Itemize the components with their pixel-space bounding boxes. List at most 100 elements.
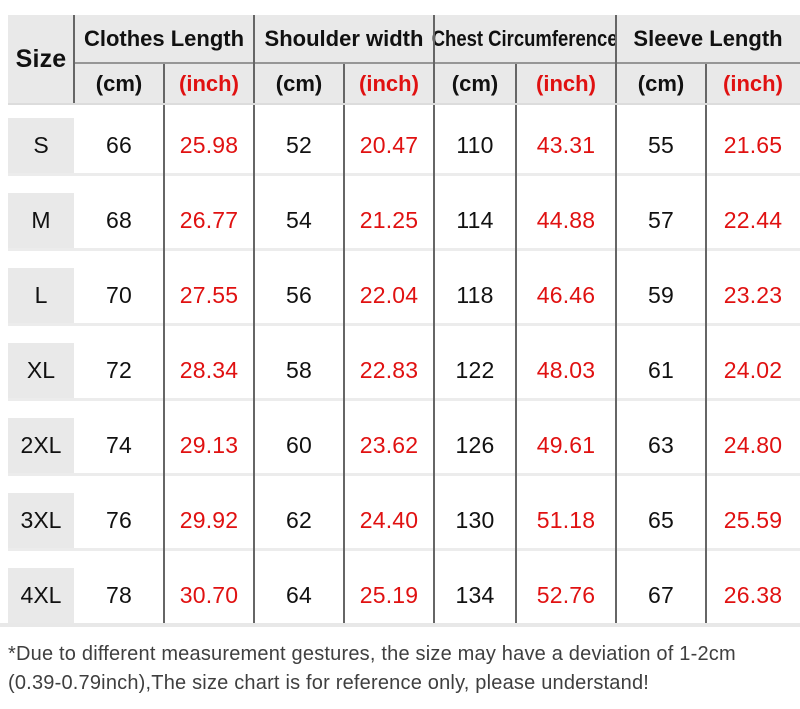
- measurement-cell: 54: [286, 207, 312, 233]
- unit-row: (cm) (inch) (cm) (inch) (cm) (inch) (cm)…: [74, 64, 800, 103]
- column-group-clothes-length: Clothes Length: [83, 25, 245, 51]
- size-label-cell: 4XL: [8, 568, 74, 623]
- size-label-cell: M: [8, 193, 74, 248]
- size-row-l: L 70 27.55 56 22.04 118 46.46 59 23.23: [8, 268, 800, 326]
- measurement-cell: 51.18: [536, 507, 596, 533]
- size-label-cell: L: [8, 268, 74, 323]
- size-label-cell: 3XL: [8, 493, 74, 548]
- size-row-s: S 66 25.98 52 20.47 110 43.31 55 21.65: [8, 118, 800, 176]
- measurement-cell: 55: [648, 132, 674, 158]
- measurement-cell: 26.77: [179, 207, 239, 233]
- unit-inch-cell: (inch): [723, 70, 783, 96]
- measurement-cell: 44.88: [536, 207, 596, 233]
- measurement-cell: 58: [286, 357, 312, 383]
- measurement-cell: 59: [648, 282, 674, 308]
- grid-vline-size: [73, 15, 75, 103]
- measurement-cell: 110: [456, 132, 494, 158]
- measurement-cell: 70: [106, 282, 132, 308]
- measurement-cell: 22.04: [359, 282, 419, 308]
- measurement-cell: 25.59: [723, 507, 783, 533]
- size-label-cell: XL: [8, 343, 74, 398]
- measurement-cell: 56: [286, 282, 312, 308]
- measurement-cell: 60: [286, 432, 312, 458]
- measurement-cell: 28.34: [179, 357, 239, 383]
- size-corner-header: Size: [15, 44, 67, 73]
- measurement-cell: 21.65: [723, 132, 783, 158]
- measurement-cell: 22.44: [723, 207, 783, 233]
- unit-inch-cell: (inch): [359, 70, 419, 96]
- measurement-cell: 24.40: [359, 507, 419, 533]
- unit-inch-cell: (inch): [179, 70, 239, 96]
- measurement-cell: 24.80: [723, 432, 783, 458]
- measurement-cell: 30.70: [179, 582, 239, 608]
- measurement-cell: 74: [106, 432, 132, 458]
- measurement-cell: 24.02: [723, 357, 783, 383]
- measurement-cell: 46.46: [536, 282, 596, 308]
- measurement-cell: 26.38: [723, 582, 783, 608]
- measurement-cell: 20.47: [359, 132, 419, 158]
- grid-vline-group3: [615, 15, 617, 626]
- measurement-cell: 29.13: [179, 432, 239, 458]
- measurement-cell: 118: [456, 282, 494, 308]
- measurement-cell: 64: [286, 582, 312, 608]
- footnote-line: *Due to different measurement gestures, …: [8, 643, 736, 665]
- measurement-cell: 76: [106, 507, 132, 533]
- measurement-cell: 43.31: [536, 132, 596, 158]
- column-group-chest-circumference: Chest Circumference: [432, 15, 618, 62]
- grid-vline-group1: [253, 15, 255, 626]
- grid-vline-unit4: [705, 64, 707, 626]
- header-bottom-divider: [8, 103, 800, 105]
- measurement-cell: 63: [648, 432, 674, 458]
- unit-inch-cell: (inch): [536, 70, 596, 96]
- measurement-cell: 25.19: [359, 582, 419, 608]
- measurement-cell: 126: [455, 432, 495, 458]
- measurement-cell: 21.25: [359, 207, 419, 233]
- table-header: Size Clothes Length Shoulder width Chest…: [8, 15, 800, 103]
- header-columns: Clothes Length Shoulder width Chest Circ…: [74, 15, 800, 103]
- measurement-cell: 65: [648, 507, 674, 533]
- measurement-cell: 23.62: [359, 432, 419, 458]
- measurement-cell: 49.61: [536, 432, 596, 458]
- measurement-cell: 27.55: [179, 282, 239, 308]
- footnote: *Due to different measurement gestures, …: [8, 640, 796, 698]
- measurement-cell: 130: [455, 507, 495, 533]
- measurement-cell: 57: [648, 207, 674, 233]
- measurement-cell: 62: [286, 507, 312, 533]
- unit-cm-cell: (cm): [275, 70, 323, 96]
- measurement-cell: 29.92: [179, 507, 239, 533]
- grid-vline-unit1: [163, 64, 165, 626]
- size-row-4xl: 4XL 78 30.70 64 25.19 134 52.76 67 26.38: [8, 568, 800, 626]
- column-group-chest-circumference-label: Chest Circumference: [432, 25, 618, 51]
- grid-vline-unit2: [343, 64, 345, 626]
- measurement-cell: 48.03: [536, 357, 596, 383]
- column-group-sleeve-length: Sleeve Length: [633, 25, 783, 51]
- measurement-cell: 78: [106, 582, 132, 608]
- size-row-xl: XL 72 28.34 58 22.83 122 48.03 61 24.02: [8, 343, 800, 401]
- column-group-shoulder-width: Shoulder width: [264, 25, 424, 51]
- table-bottom-divider: [0, 623, 800, 627]
- size-row-3xl: 3XL 76 29.92 62 24.40 130 51.18 65 25.59: [8, 493, 800, 551]
- measurement-cell: 52.76: [536, 582, 596, 608]
- measurement-cell: 23.23: [723, 282, 783, 308]
- size-label-cell: S: [8, 118, 74, 173]
- measurement-cell: 114: [456, 207, 494, 233]
- size-label-cell: 2XL: [8, 418, 74, 473]
- measurement-cell: 72: [106, 357, 132, 383]
- measurement-cell: 61: [648, 357, 674, 383]
- measurement-cell: 134: [455, 582, 495, 608]
- unit-cm-cell: (cm): [95, 70, 143, 96]
- grid-vline-unit3: [515, 64, 517, 626]
- unit-cm-cell: (cm): [637, 70, 685, 96]
- unit-cm-cell: (cm): [451, 70, 499, 96]
- measurement-cell: 52: [286, 132, 312, 158]
- table-body: S 66 25.98 52 20.47 110 43.31 55 21.65 M…: [8, 118, 800, 643]
- measurement-cell: 67: [648, 582, 674, 608]
- column-group-row: Clothes Length Shoulder width Chest Circ…: [74, 15, 800, 64]
- measurement-cell: 66: [106, 132, 132, 158]
- size-row-m: M 68 26.77 54 21.25 114 44.88 57 22.44: [8, 193, 800, 251]
- grid-vline-group2: [433, 15, 435, 626]
- measurement-cell: 68: [106, 207, 132, 233]
- measurement-cell: 25.98: [179, 132, 239, 158]
- footnote-line: (0.39-0.79inch),The size chart is for re…: [8, 672, 650, 694]
